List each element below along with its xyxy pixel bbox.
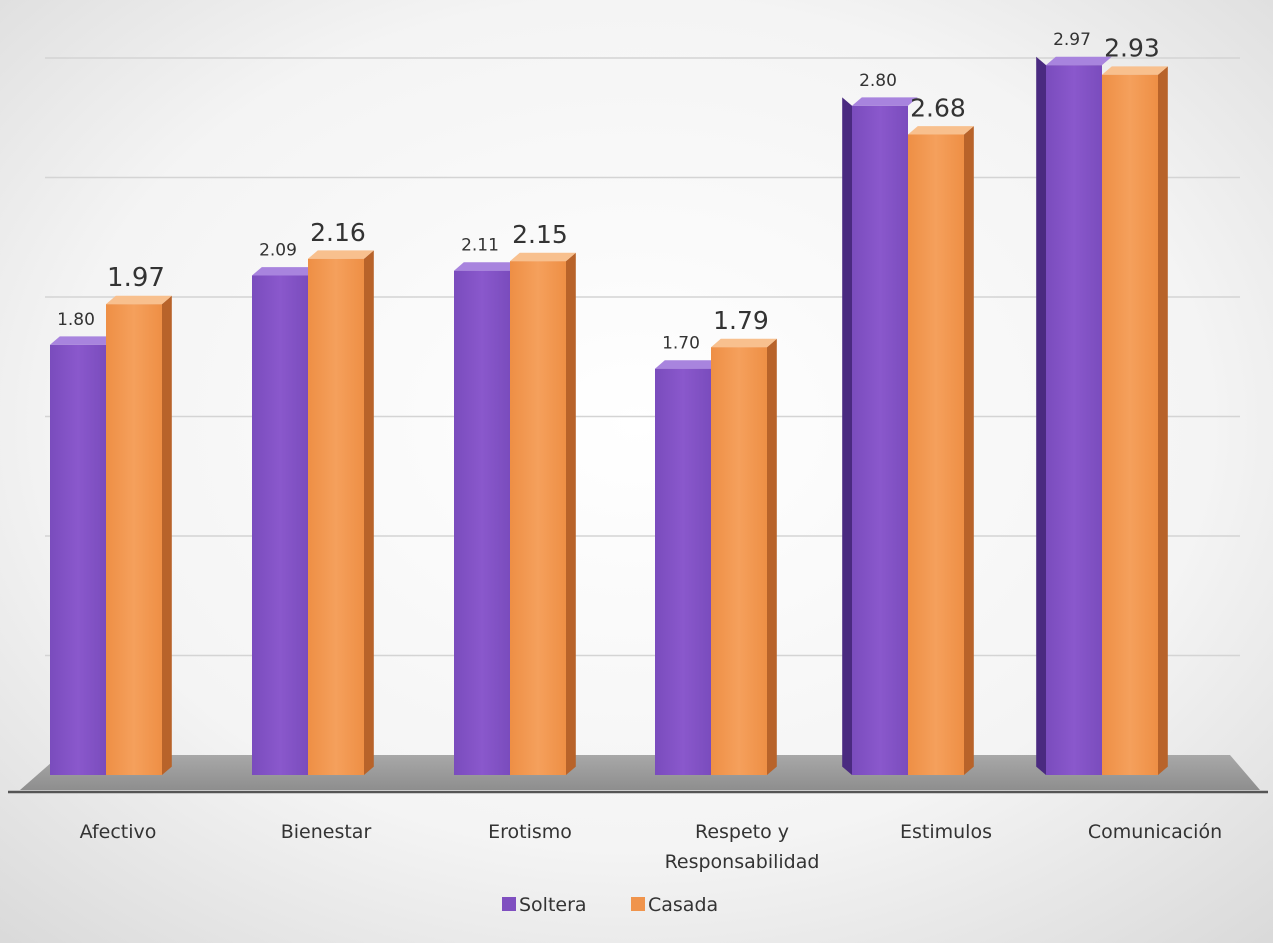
bar-casada-comunicaci-n [1102, 66, 1168, 776]
value-label-casada-comunicaci-n: 2.93 [1104, 34, 1160, 63]
x-tick-respeto-y-responsabilidad: Respeto y Responsabilidad [665, 821, 820, 873]
value-label-soltera-estimulos: 2.80 [859, 71, 897, 91]
legend-swatch-soltera [502, 897, 516, 911]
gridlines [45, 57, 1240, 657]
x-tick-erotismo: Erotismo [488, 821, 572, 843]
bar-soltera-respeto-y-responsabilidad [655, 360, 721, 775]
value-label-casada-respeto-y-responsabilidad: 1.79 [713, 306, 769, 335]
bar-soltera-bienestar [252, 267, 318, 775]
x-axis-tick-labels: Afectivo Bienestar Erotismo Respeto y Respon… [80, 821, 1223, 873]
x-tick-estimulos: Estimulos [900, 821, 992, 843]
legend-swatch-casada [631, 897, 645, 911]
value-label-soltera-erotismo: 2.11 [461, 236, 499, 256]
bar-casada-respeto-y-responsabilidad [711, 338, 777, 775]
x-tick-afectivo: Afectivo [80, 821, 157, 843]
bar-casada-estimulos [908, 126, 974, 776]
bar-casada-afectivo [106, 295, 172, 775]
bars [50, 56, 1168, 776]
legend-label-soltera: Soltera [519, 894, 587, 916]
value-label-soltera-respeto-y-responsabilidad: 1.70 [662, 334, 700, 354]
value-label-casada-estimulos: 2.68 [910, 93, 966, 122]
bar-soltera-afectivo [50, 336, 116, 775]
bar-soltera-estimulos [842, 97, 918, 776]
bar-casada-bienestar [308, 250, 374, 776]
bar-soltera-erotismo [454, 262, 520, 775]
x-tick-bienestar: Bienestar [281, 821, 372, 843]
bar-soltera-comunicaci-n [1036, 56, 1112, 776]
legend-label-casada: Casada [648, 894, 718, 916]
value-label-casada-erotismo: 2.15 [512, 220, 568, 249]
x-tick-comunicaci-n: Comunicación [1088, 821, 1222, 843]
value-label-soltera-afectivo: 1.80 [57, 310, 95, 330]
legend: Soltera Casada [502, 894, 718, 916]
value-label-soltera-bienestar: 2.09 [259, 240, 297, 260]
bar-casada-erotismo [510, 252, 576, 775]
value-label-casada-afectivo: 1.97 [107, 263, 165, 293]
value-label-casada-bienestar: 2.16 [310, 218, 366, 247]
value-label-soltera-comunicaci-n: 2.97 [1053, 30, 1091, 50]
value-labels: 1.80 1.97 2.09 2.16 2.11 2.15 1.70 1.79 2.80 2.68… [57, 30, 1160, 354]
